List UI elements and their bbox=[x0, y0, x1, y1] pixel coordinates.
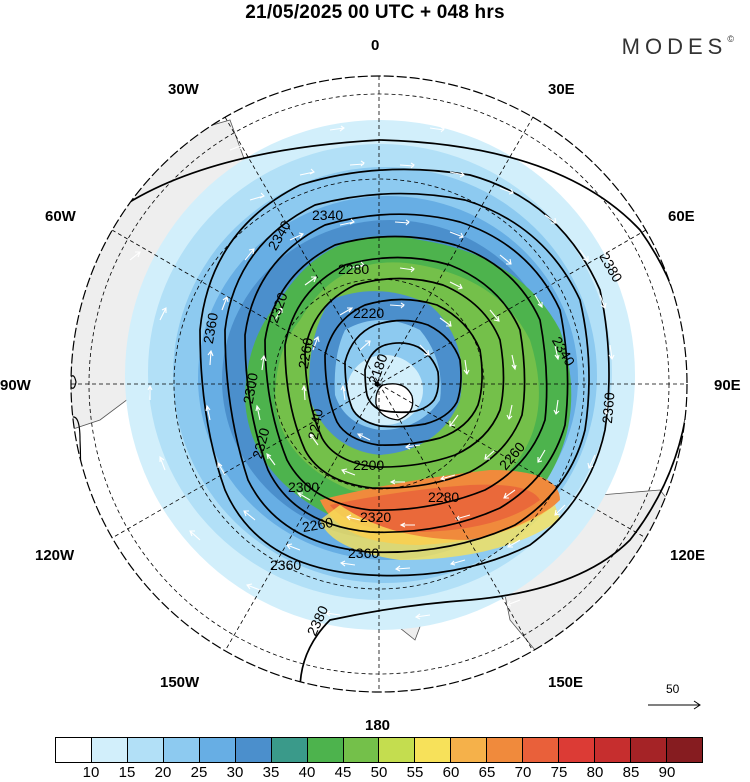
colorbar-tick-label: 25 bbox=[190, 764, 208, 781]
contour-label: 2300 bbox=[240, 371, 261, 405]
contour-label: 2300 bbox=[288, 479, 319, 495]
lon-label-90w: 90W bbox=[0, 377, 32, 394]
colorbar-cell bbox=[523, 738, 560, 762]
lon-label-0: 0 bbox=[371, 37, 379, 54]
colorbar-tick-label: 65 bbox=[478, 764, 496, 781]
colorbar-cell bbox=[415, 738, 452, 762]
colorbar-cell bbox=[559, 738, 596, 762]
contour-label: 2320 bbox=[249, 426, 273, 460]
contour-label: 2220 bbox=[353, 305, 384, 321]
brand-logo: MODES© bbox=[621, 34, 734, 59]
wind-vectors bbox=[129, 125, 659, 620]
colorbar-tick-label: 20 bbox=[154, 764, 172, 781]
colorbar-cell bbox=[307, 738, 344, 762]
contour-label: 2260 bbox=[301, 514, 335, 535]
lon-label-150e: 150E bbox=[548, 674, 583, 691]
wind-shade-jet-yellow2 bbox=[320, 505, 560, 560]
colorbar-cell bbox=[631, 738, 667, 762]
lon-label-30e: 30E bbox=[548, 81, 575, 98]
colorbar-tick-label: 50 bbox=[370, 764, 388, 781]
colorbar-cell bbox=[56, 738, 92, 762]
colorbar-tick-label: 85 bbox=[622, 764, 640, 781]
polar-map: 2340 2380 2340 2280 2220 2360 2320 2260 … bbox=[0, 37, 741, 734]
colorbar-cell bbox=[379, 738, 416, 762]
reference-vector-arrow bbox=[648, 700, 701, 710]
contour-label: 2340 bbox=[312, 207, 343, 223]
map-border bbox=[70, 75, 688, 693]
colorbar-tick-label: 55 bbox=[406, 764, 424, 781]
contour-label: 2280 bbox=[428, 489, 459, 505]
colorbar-ticks: 10 15 20 25 30 35 40 45 50 55 60 65 70 75 80 85 90 bbox=[55, 764, 703, 782]
colorbar-cell bbox=[595, 738, 631, 762]
colorbar bbox=[55, 737, 703, 763]
contour-label: 2360 bbox=[348, 545, 379, 561]
lon-label-150w: 150W bbox=[160, 674, 200, 691]
colorbar-tick-label: 30 bbox=[226, 764, 244, 781]
colorbar-tick-label: 10 bbox=[82, 764, 100, 781]
colorbar-cell bbox=[235, 738, 272, 762]
colorbar-cell bbox=[91, 738, 128, 762]
colorbar-tick-label: 45 bbox=[334, 764, 352, 781]
contour-label: 2200 bbox=[353, 457, 384, 473]
colorbar-cell bbox=[666, 738, 702, 762]
colorbar-cell bbox=[487, 738, 524, 762]
height-contours bbox=[109, 139, 687, 691]
lon-label-90e: 90E bbox=[714, 377, 741, 394]
contour-label: 2360 bbox=[200, 311, 221, 345]
colorbar-cell bbox=[127, 738, 164, 762]
contour-label: 2320 bbox=[360, 509, 391, 525]
colorbar-tick-label: 40 bbox=[298, 764, 316, 781]
colorbar-cell bbox=[199, 738, 236, 762]
colorbar-cell bbox=[343, 738, 380, 762]
colorbar-cell bbox=[271, 738, 308, 762]
map-title: 21/05/2025 00 UTC + 048 hrs bbox=[245, 2, 505, 23]
colorbar-tick-label: 15 bbox=[118, 764, 136, 781]
lon-label-60w: 60W bbox=[45, 208, 77, 225]
contour-label: 2260 bbox=[295, 336, 316, 370]
lon-label-30w: 30W bbox=[168, 81, 200, 98]
lon-label-120e: 120E bbox=[670, 547, 705, 564]
colorbar-tick-label: 35 bbox=[262, 764, 280, 781]
contour-label: 2360 bbox=[270, 557, 301, 573]
contour-label: 2360 bbox=[599, 391, 618, 424]
longitude-labels: 0 30E 60E 90E 120E 150E 180 150W 120W 90… bbox=[0, 37, 741, 734]
contour-label: 2280 bbox=[338, 261, 369, 277]
colorbar-tick-label: 70 bbox=[514, 764, 532, 781]
lon-label-120w: 120W bbox=[35, 547, 75, 564]
colorbar-tick-label: 80 bbox=[586, 764, 604, 781]
south-pole-marker bbox=[374, 381, 380, 387]
colorbar-cell bbox=[451, 738, 488, 762]
wind-shade-jet-yellow bbox=[330, 484, 540, 532]
colorbar-tick-label: 75 bbox=[550, 764, 568, 781]
colorbar-tick-label: 60 bbox=[442, 764, 460, 781]
reference-vector-label: 50 bbox=[666, 682, 680, 696]
lon-label-60e: 60E bbox=[668, 208, 695, 225]
colorbar-tick-label: 90 bbox=[658, 764, 676, 781]
lon-label-180: 180 bbox=[365, 717, 390, 734]
contour-label: 2240 bbox=[305, 407, 326, 441]
colorbar-cell bbox=[163, 738, 200, 762]
